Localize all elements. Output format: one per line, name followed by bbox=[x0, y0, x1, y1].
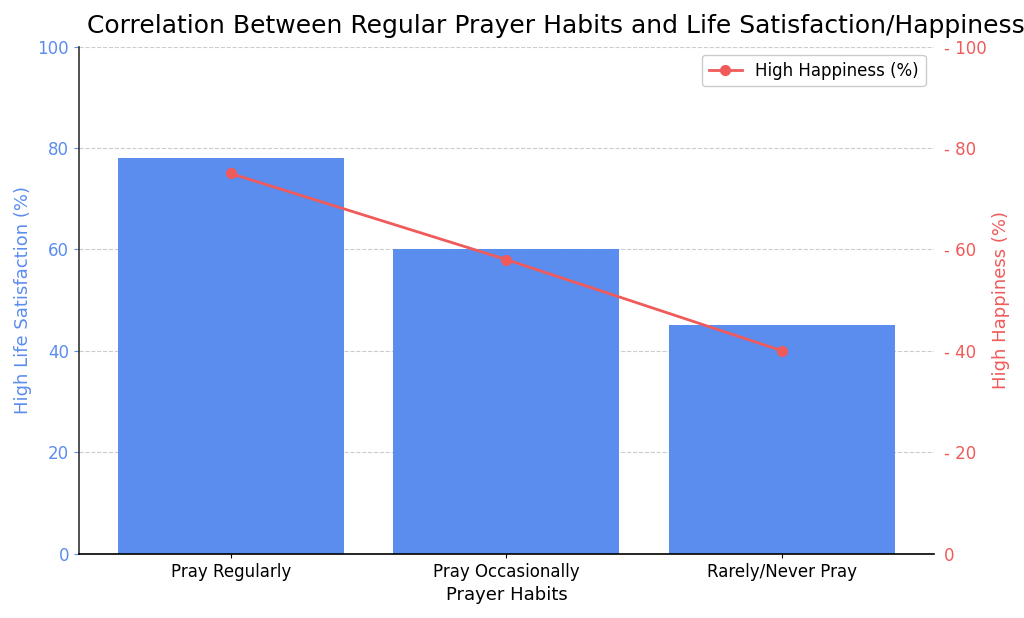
Text: Correlation Between Regular Prayer Habits and Life Satisfaction/Happiness: Correlation Between Regular Prayer Habit… bbox=[87, 14, 1024, 38]
Bar bbox=[669, 326, 895, 554]
Bar bbox=[118, 158, 344, 554]
High Happiness (%) bbox=[776, 347, 788, 355]
Bar bbox=[393, 250, 620, 554]
Y-axis label: High Life Satisfaction (%): High Life Satisfaction (%) bbox=[14, 186, 32, 414]
High Happiness (%) bbox=[224, 170, 237, 177]
Y-axis label: High Happiness (%): High Happiness (%) bbox=[992, 211, 1010, 389]
Line: High Happiness (%): High Happiness (%) bbox=[226, 169, 787, 356]
X-axis label: Prayer Habits: Prayer Habits bbox=[445, 586, 567, 604]
High Happiness (%) bbox=[501, 256, 513, 263]
Legend: High Happiness (%): High Happiness (%) bbox=[702, 55, 926, 87]
